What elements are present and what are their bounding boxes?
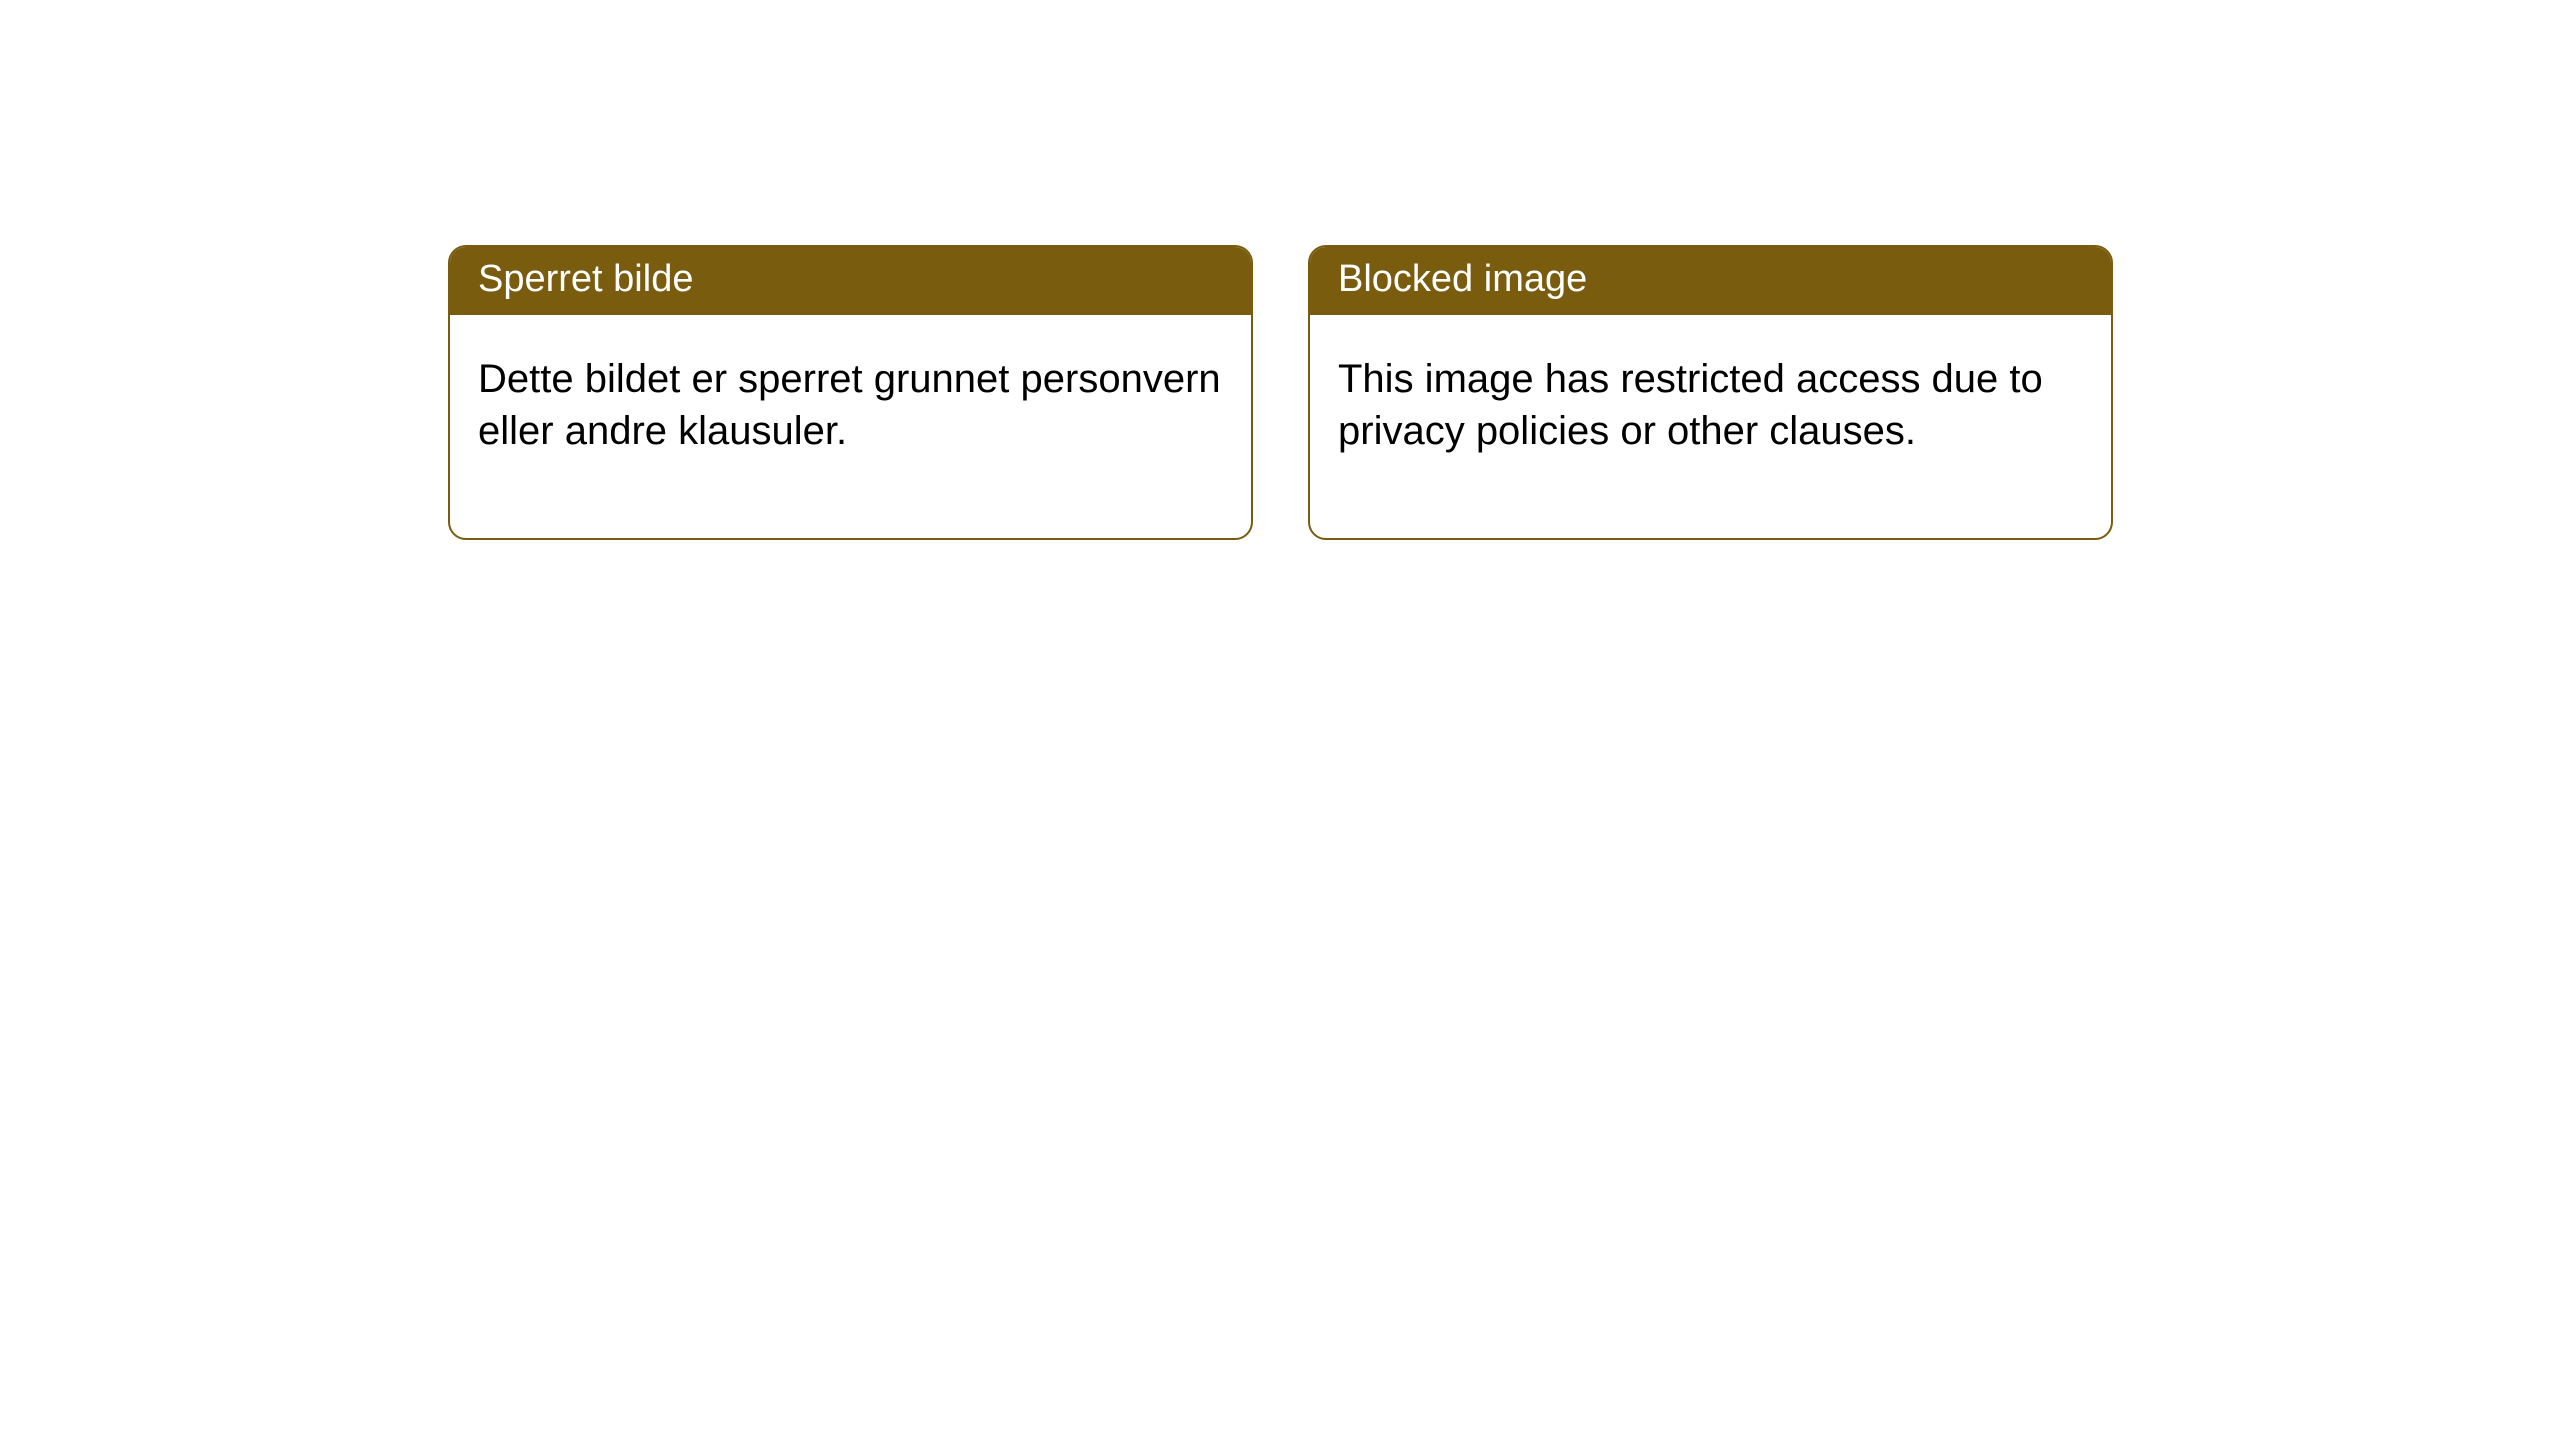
notice-body-english: This image has restricted access due to … <box>1310 315 2111 539</box>
notice-container: Sperret bilde Dette bildet er sperret gr… <box>448 245 2113 540</box>
notice-body-norwegian: Dette bildet er sperret grunnet personve… <box>450 315 1251 539</box>
notice-title-norwegian: Sperret bilde <box>450 247 1251 315</box>
notice-card-norwegian: Sperret bilde Dette bildet er sperret gr… <box>448 245 1253 540</box>
notice-card-english: Blocked image This image has restricted … <box>1308 245 2113 540</box>
notice-title-english: Blocked image <box>1310 247 2111 315</box>
